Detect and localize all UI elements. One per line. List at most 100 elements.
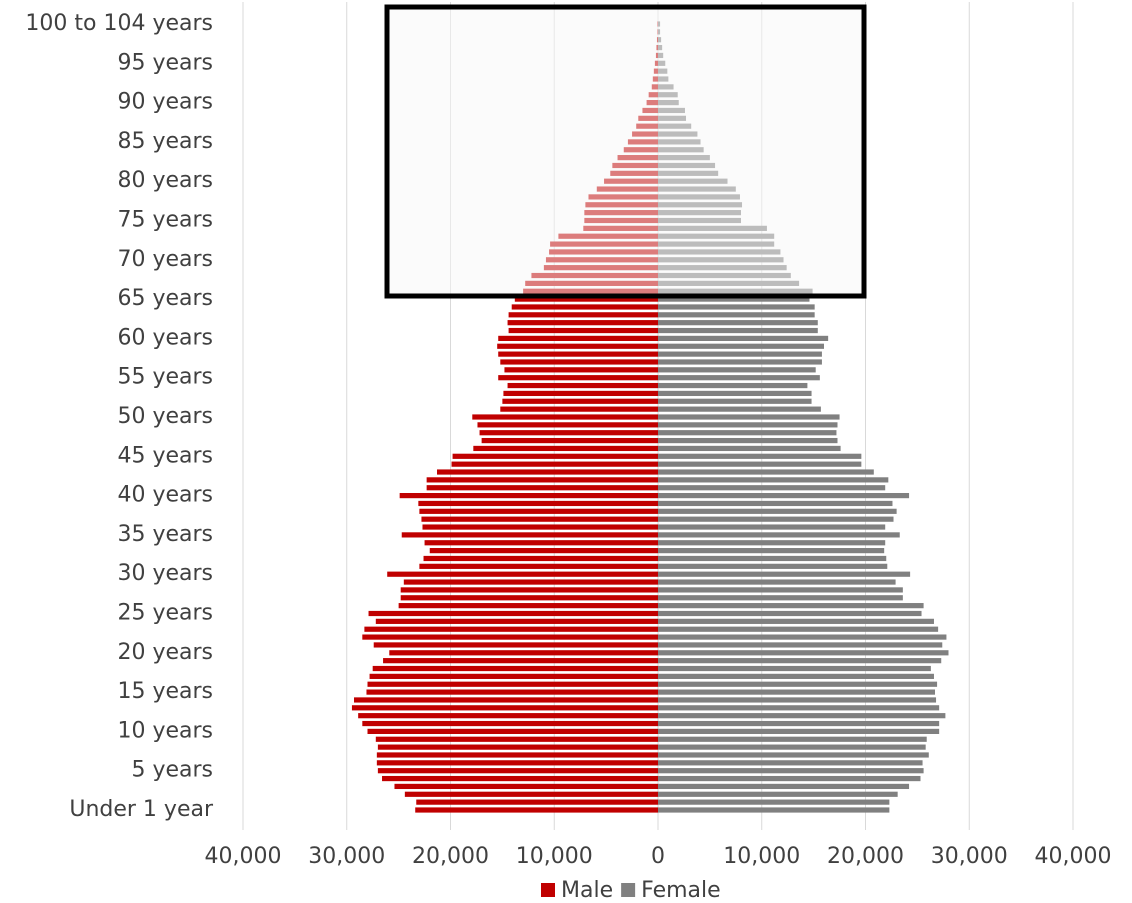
bar [658,500,893,507]
bar [514,296,658,302]
bar [658,555,887,562]
bar [658,563,888,569]
bar [511,304,658,310]
bar [658,610,922,617]
y-tick-label: 95 years [117,50,213,75]
bar [658,595,903,601]
legend-label: Female [641,878,721,903]
y-tick-label: 40 years [117,483,213,508]
y-tick-label: 20 years [117,640,213,665]
bar [358,713,658,719]
bar [658,799,890,805]
bar [658,736,927,742]
bar [658,343,824,349]
y-tick-label: 30 years [117,561,213,586]
bar [658,351,822,357]
legend-label: Male [561,878,613,903]
y-tick-label: 100 to 104 years [25,11,213,36]
bar [498,375,658,381]
bar [658,681,938,687]
x-tick-label: 40,000 [205,844,282,869]
bar [394,783,658,790]
bar [658,752,929,758]
bar [658,359,822,365]
y-tick-label: 80 years [117,168,213,193]
bar [362,634,658,640]
bar [368,610,658,617]
bar [658,335,829,341]
bar [658,760,923,766]
bar [451,461,658,467]
bar [389,650,658,656]
bar [658,469,874,475]
y-tick-label: 15 years [117,679,213,704]
bar [658,642,943,648]
bar [372,665,658,672]
bar [473,445,658,452]
bar [658,477,889,483]
bar [481,437,658,444]
bar [507,320,658,326]
bar [362,720,658,727]
bar [658,532,900,538]
bar [658,720,940,727]
y-tick-label: 85 years [117,129,213,154]
bar [403,579,658,585]
y-tick-label: 5 years [131,758,213,783]
bar [498,351,658,357]
bar [658,540,886,546]
bar [658,414,840,420]
bar [658,673,934,679]
bar [658,375,820,381]
bar [504,367,658,373]
bar [419,508,658,514]
bar [658,689,936,695]
bar [658,807,890,813]
bar [507,382,658,389]
x-tick-label: 20,000 [827,844,904,869]
bar [658,320,818,326]
highlight-box [384,4,867,299]
bar [658,587,903,593]
x-tick-label: 30,000 [931,844,1008,869]
bar [479,430,658,436]
bar [658,367,816,373]
bar [658,422,838,428]
legend-swatch [621,883,636,897]
bar [658,508,897,514]
bar [400,587,658,593]
bar [418,500,658,507]
bar [658,634,947,640]
x-tick-label: 30,000 [308,844,385,869]
y-tick-label: 45 years [117,443,213,468]
bar [658,445,841,452]
bar [426,485,658,491]
bar [658,791,898,797]
bar [508,327,658,334]
bar [376,752,658,758]
bar [401,532,658,538]
bar [658,327,818,334]
bar [364,626,658,632]
bar [366,689,658,695]
bar [658,665,931,672]
bar [404,791,658,797]
labels: 40,000 30,000 20,000 10,000 0 10,000 20,000 30,… [25,11,1111,903]
bar [375,618,658,624]
bar [658,626,939,632]
bar [424,540,658,546]
bar [658,658,942,664]
bar [452,453,658,459]
bar [369,673,658,679]
bar [658,485,886,491]
x-tick-label: 40,000 [1035,844,1112,869]
bar [400,595,658,601]
bar [658,493,910,499]
bar [497,343,658,349]
bar [658,783,910,790]
bar [508,312,658,318]
bar [658,398,812,404]
bar [658,603,924,609]
